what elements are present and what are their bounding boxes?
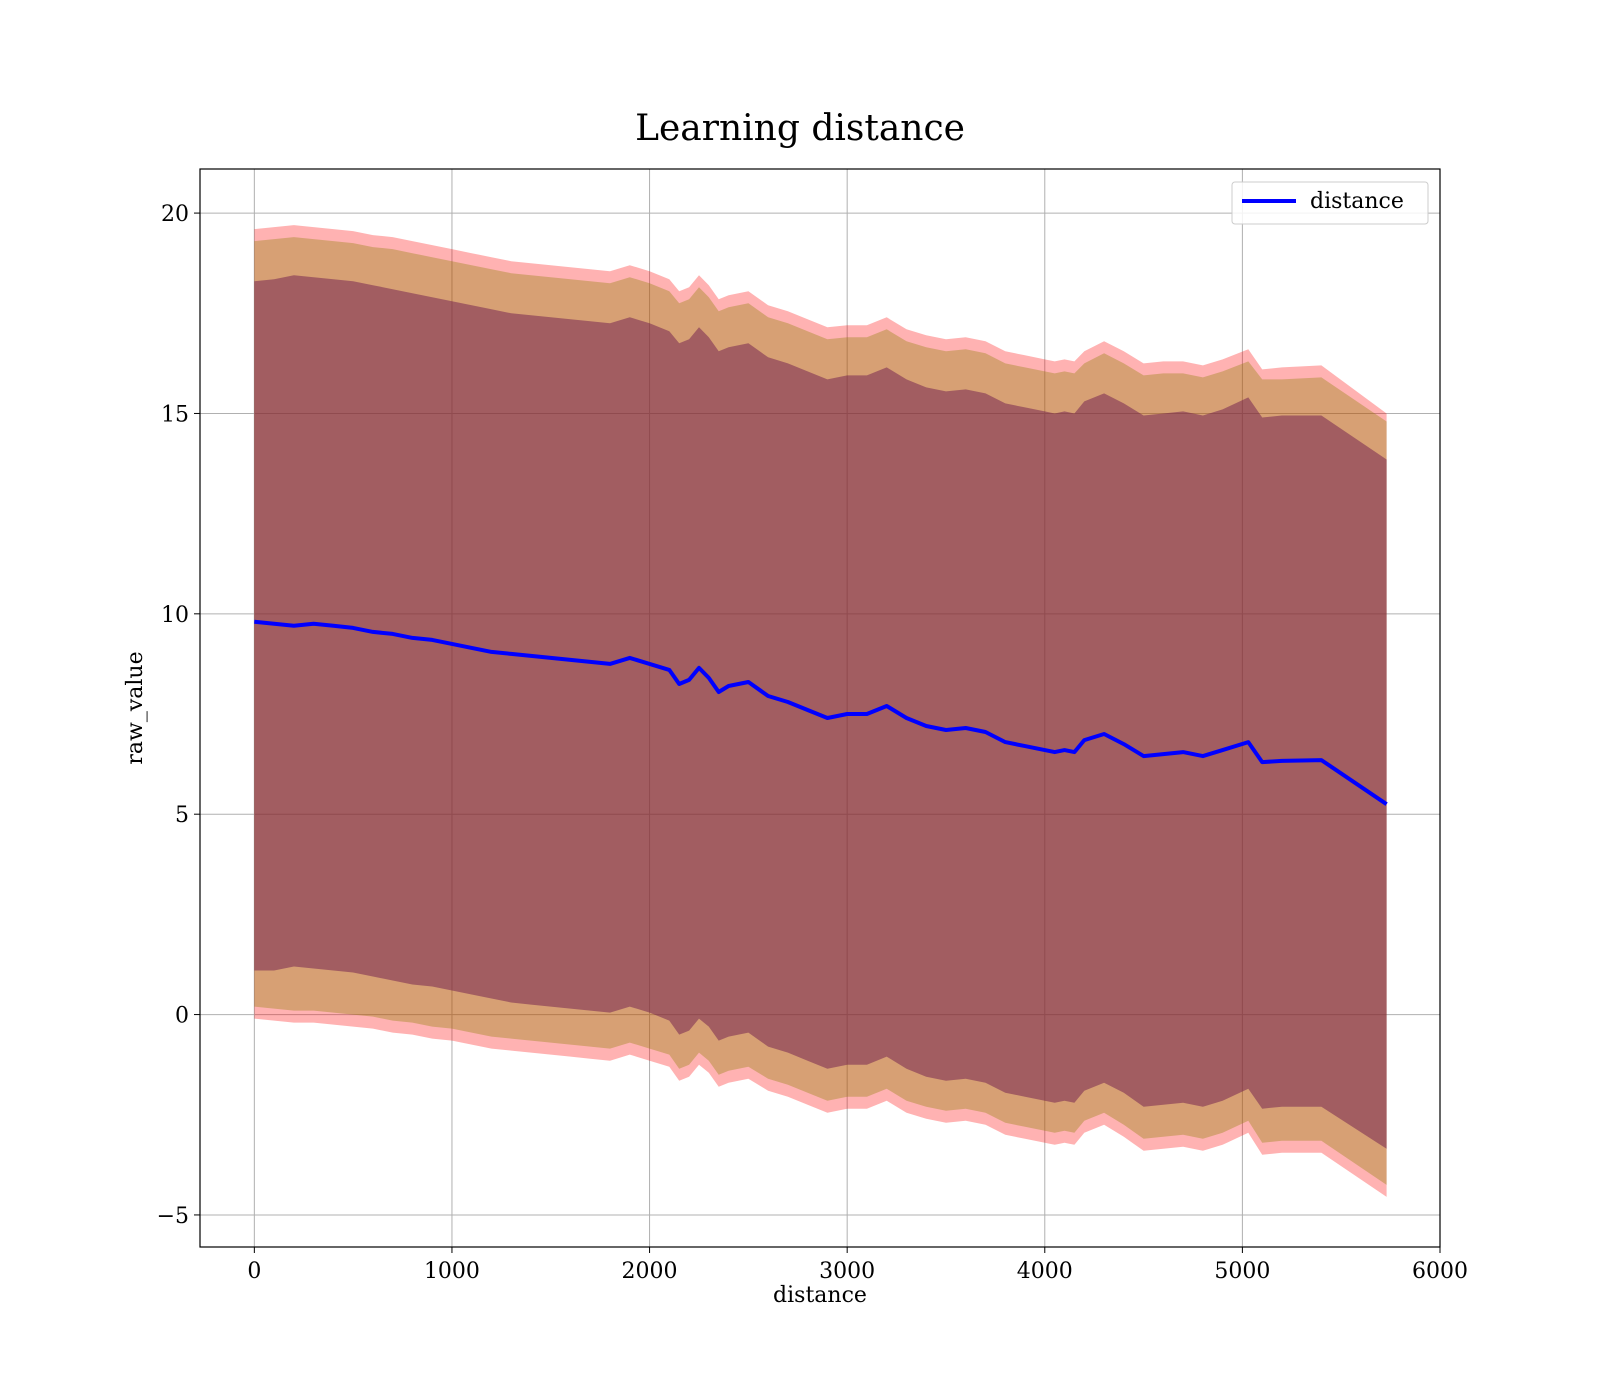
y-axis-title: raw_value xyxy=(123,651,148,764)
series-line-distance xyxy=(254,619,1388,806)
y-tick-label: −5 xyxy=(157,1204,189,1229)
y-tick-label: 10 xyxy=(161,603,189,628)
x-tick-label: 6000 xyxy=(1412,1259,1468,1284)
legend-box xyxy=(1231,181,1429,225)
x-tick-label: 2000 xyxy=(622,1259,678,1284)
chart-title: Learning distance xyxy=(635,108,965,149)
legend-label: distance xyxy=(1310,189,1404,214)
x-tick-label: 0 xyxy=(247,1259,261,1284)
y-tick-label: 20 xyxy=(161,202,189,227)
x-tick-label: 4000 xyxy=(1017,1259,1073,1284)
x-tick-label: 1000 xyxy=(424,1259,480,1284)
y-axis-ticks: −5 0 5 10 15 20 xyxy=(157,202,200,1229)
band-inner xyxy=(254,275,1387,1149)
legend: distance xyxy=(1231,181,1429,225)
x-axis-ticks: 0 1000 2000 3000 4000 5000 6000 xyxy=(247,1247,1468,1284)
x-tick-label: 5000 xyxy=(1214,1259,1270,1284)
confidence-bands xyxy=(254,225,1387,1197)
y-tick-label: 0 xyxy=(175,1004,189,1029)
x-axis-title: distance xyxy=(773,1283,867,1308)
x-tick-label: 3000 xyxy=(819,1259,875,1284)
y-tick-label: 5 xyxy=(175,803,189,828)
series-lines xyxy=(254,619,1388,806)
y-tick-label: 15 xyxy=(161,402,189,427)
plot-frame xyxy=(199,168,1441,1248)
